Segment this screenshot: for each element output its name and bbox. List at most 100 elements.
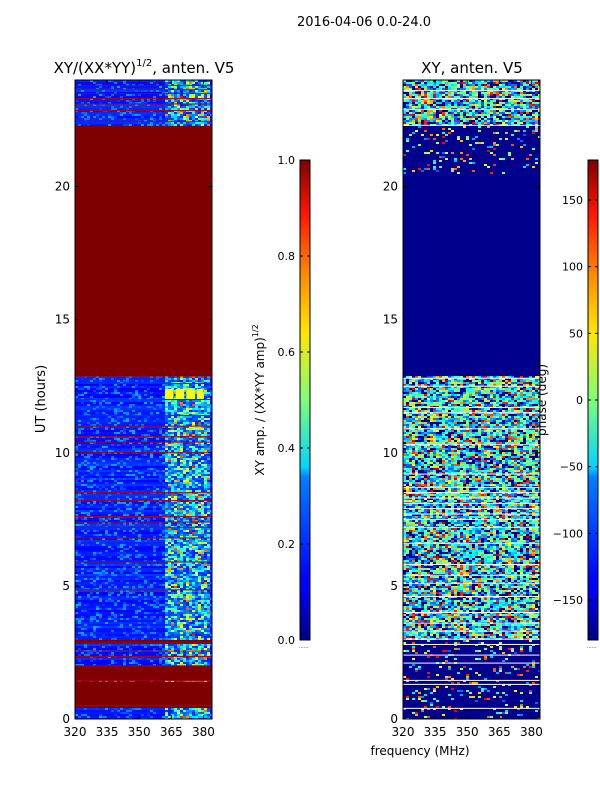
heat-cell bbox=[168, 578, 171, 580]
heat-cell bbox=[117, 556, 120, 558]
heat-cell bbox=[195, 440, 198, 442]
heat-cell bbox=[204, 416, 207, 418]
phase-cell bbox=[406, 86, 409, 88]
heat-cell bbox=[183, 482, 186, 484]
heat-cell bbox=[192, 574, 195, 576]
heat-cell bbox=[201, 606, 204, 608]
phase-cell bbox=[493, 110, 496, 112]
heat-cell bbox=[168, 528, 171, 530]
heat-cell bbox=[189, 480, 192, 482]
heat-cell bbox=[129, 508, 132, 510]
heat-cell bbox=[174, 416, 177, 418]
heat-cell bbox=[156, 442, 159, 444]
heat-cell bbox=[198, 114, 201, 116]
heat-row bbox=[75, 660, 212, 662]
phase-cell bbox=[457, 80, 460, 82]
heat-cell bbox=[156, 438, 159, 440]
heat-cell bbox=[168, 476, 171, 478]
masked-line bbox=[75, 383, 212, 385]
phase-cell bbox=[409, 102, 412, 104]
heat-cell bbox=[180, 104, 183, 106]
heat-cell bbox=[198, 108, 201, 110]
heat-cell bbox=[201, 514, 204, 516]
heat-cell bbox=[123, 124, 126, 126]
phase-cell bbox=[415, 94, 418, 96]
heat-cell bbox=[81, 518, 84, 520]
heat-cell bbox=[204, 100, 207, 102]
heat-cell bbox=[99, 534, 102, 536]
heat-cell bbox=[189, 80, 192, 82]
heat-cell bbox=[93, 420, 96, 422]
masked-line bbox=[75, 521, 212, 523]
heat-cell bbox=[186, 418, 189, 420]
heat-cell bbox=[189, 112, 192, 114]
heat-cell bbox=[111, 474, 114, 476]
heat-cell bbox=[171, 448, 174, 450]
phase-cell bbox=[412, 104, 415, 106]
heat-cell bbox=[177, 490, 180, 492]
heat-cell bbox=[189, 560, 192, 562]
heat-cell bbox=[87, 506, 90, 508]
heat-cell bbox=[201, 438, 204, 440]
heat-cell bbox=[186, 572, 189, 574]
heat-cell bbox=[141, 116, 144, 118]
heat-cell bbox=[108, 408, 111, 410]
heat-cell bbox=[99, 404, 102, 406]
heat-cell bbox=[177, 562, 180, 564]
heat-cell bbox=[201, 448, 204, 450]
heat-cell bbox=[132, 572, 135, 574]
heat-cell bbox=[150, 632, 153, 634]
heat-cell bbox=[162, 404, 165, 406]
heat-cell bbox=[189, 456, 192, 458]
heat-cell bbox=[99, 86, 102, 88]
heat-cell bbox=[171, 410, 174, 412]
heat-cell bbox=[105, 402, 108, 404]
phase-cell bbox=[514, 88, 517, 90]
heat-cell bbox=[108, 616, 111, 618]
heat-cell bbox=[204, 388, 207, 390]
heat-cell bbox=[168, 406, 171, 408]
heat-cell bbox=[198, 614, 201, 616]
heat-cell bbox=[84, 562, 87, 564]
heat-cell bbox=[186, 708, 189, 710]
heat-cell bbox=[180, 528, 183, 530]
heat-cell bbox=[204, 444, 207, 446]
heat-cell bbox=[177, 602, 180, 604]
heat-cell bbox=[177, 410, 180, 412]
phase-cell bbox=[421, 104, 424, 106]
heat-cell bbox=[192, 572, 195, 574]
heat-cell bbox=[177, 656, 180, 658]
heat-row bbox=[75, 682, 212, 684]
heat-cell bbox=[186, 82, 189, 84]
phase-cell bbox=[538, 96, 540, 98]
heat-cell bbox=[189, 90, 192, 92]
heat-cell bbox=[207, 592, 210, 594]
phase-row bbox=[403, 80, 540, 82]
heat-cell bbox=[141, 644, 144, 646]
heat-cell bbox=[207, 524, 210, 526]
heat-cell bbox=[192, 550, 195, 552]
heat-cell bbox=[135, 504, 138, 506]
phase-cell bbox=[511, 94, 514, 96]
heat-cell bbox=[192, 622, 195, 624]
heat-cell bbox=[84, 578, 87, 580]
heat-cell bbox=[198, 384, 201, 386]
heat-cell bbox=[192, 592, 195, 594]
heat-cell bbox=[147, 468, 150, 470]
heat-cell bbox=[141, 576, 144, 578]
heat-cell bbox=[177, 484, 180, 486]
heat-cell bbox=[84, 654, 87, 656]
heat-row bbox=[75, 574, 212, 576]
heat-cell bbox=[165, 80, 168, 82]
heat-cell bbox=[189, 490, 192, 492]
heat-cell bbox=[141, 528, 144, 530]
heat-cell bbox=[207, 576, 210, 578]
heat-row bbox=[75, 560, 212, 562]
heat-cell bbox=[102, 634, 105, 636]
heat-cell bbox=[111, 584, 114, 586]
phase-cell bbox=[421, 86, 424, 88]
heat-cell bbox=[114, 510, 117, 512]
heat-cell bbox=[171, 624, 174, 626]
heat-cell bbox=[144, 402, 147, 404]
heat-cell bbox=[174, 440, 177, 442]
